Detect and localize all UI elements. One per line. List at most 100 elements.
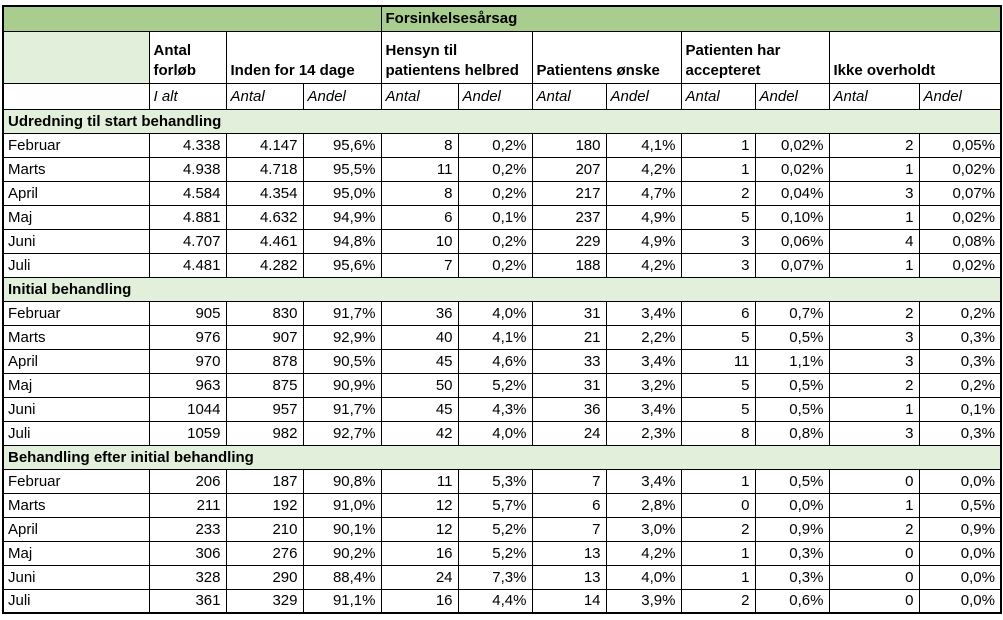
month-cell: Maj (2, 372, 150, 398)
table-row: Februar 206 187 90,8% 11 5,3% 7 3,4% 1 0,5% 0 0,0% (2, 468, 1002, 494)
value-cell: 233 (148, 516, 227, 542)
table-row: April 970 878 90,5% 45 4,6% 33 3,4% 11 1,1% 3 0,3% (2, 348, 1002, 374)
value-cell: 16 (380, 588, 459, 614)
sub-header: Andel (605, 82, 682, 110)
value-cell: 188 (531, 252, 607, 278)
month-cell: Juni (2, 396, 150, 422)
table-row: Marts 976 907 92,9% 40 4,1% 21 2,2% 5 0,5% 3 0,3% (2, 324, 1002, 350)
value-cell: 3,0% (605, 516, 682, 542)
value-cell: 4,3% (457, 396, 533, 422)
value-cell: 8 (380, 180, 459, 206)
value-cell: 3,4% (605, 468, 682, 494)
value-cell: 0,2% (457, 156, 533, 182)
value-cell: 91,7% (302, 396, 382, 422)
month-cell: April (2, 348, 150, 374)
value-cell: 5,7% (457, 492, 533, 518)
value-cell: 0,5% (754, 396, 830, 422)
value-cell: 0,0% (918, 468, 1002, 494)
table-row: Juni 1044 957 91,7% 45 4,3% 36 3,4% 5 0,5% 1 0,1% (2, 396, 1002, 422)
value-cell: 1 (828, 252, 920, 278)
value-cell: 4,9% (605, 204, 682, 230)
value-cell: 2,8% (605, 492, 682, 518)
value-cell: 4,0% (457, 300, 533, 326)
value-cell: 0,7% (754, 300, 830, 326)
value-cell: 95,0% (302, 180, 382, 206)
value-cell: 4,1% (457, 324, 533, 350)
value-cell: 12 (380, 492, 459, 518)
value-cell: 2,2% (605, 324, 682, 350)
value-cell: 0,5% (754, 372, 830, 398)
value-cell: 3 (828, 180, 920, 206)
value-cell: 24 (531, 420, 607, 446)
corner-cell (2, 30, 150, 84)
value-cell: 90,1% (302, 516, 382, 542)
value-cell: 0,5% (918, 492, 1002, 518)
table-header: Forsinkelsesårsag Antal forløb Inden for… (2, 5, 1002, 110)
table-row: Februar 4.338 4.147 95,6% 8 0,2% 180 4,1% 1 0,02%… (2, 132, 1002, 158)
value-cell: 6 (680, 300, 756, 326)
value-cell: 1 (680, 564, 756, 590)
value-cell: 5 (680, 324, 756, 350)
value-cell: 6 (380, 204, 459, 230)
value-cell: 1 (828, 156, 920, 182)
value-cell: 7 (380, 252, 459, 278)
value-cell: 0 (828, 588, 920, 614)
value-cell: 187 (225, 468, 304, 494)
value-cell: 4.632 (225, 204, 304, 230)
value-cell: 276 (225, 540, 304, 566)
value-cell: 0,0% (754, 492, 830, 518)
section-row: Behandling efter initial behandling (2, 444, 1002, 470)
value-cell: 0,0% (918, 564, 1002, 590)
title-row: Forsinkelsesårsag (2, 5, 1002, 32)
table-row: Juni 328 290 88,4% 24 7,3% 13 4,0% 1 0,3% 0 0,0% (2, 564, 1002, 590)
value-cell: 4.338 (148, 132, 227, 158)
value-cell: 10 (380, 228, 459, 254)
value-cell: 1 (680, 468, 756, 494)
value-cell: 1 (828, 204, 920, 230)
value-cell: 361 (148, 588, 227, 614)
sub-header: Andel (457, 82, 533, 110)
value-cell: 207 (531, 156, 607, 182)
title-row-spacer (2, 5, 382, 32)
value-cell: 4,0% (605, 564, 682, 590)
value-cell: 4.584 (148, 180, 227, 206)
sub-header: Antal (828, 82, 920, 110)
value-cell: 4,2% (605, 156, 682, 182)
section-header: Initial behandling (2, 276, 1002, 302)
value-cell: 0,10% (754, 204, 830, 230)
value-cell: 0,02% (918, 156, 1002, 182)
value-cell: 1,1% (754, 348, 830, 374)
value-cell: 0,08% (918, 228, 1002, 254)
value-cell: 4,6% (457, 348, 533, 374)
value-cell: 905 (148, 300, 227, 326)
value-cell: 91,7% (302, 300, 382, 326)
value-cell: 4,0% (457, 420, 533, 446)
table-title: Forsinkelsesårsag (380, 5, 1002, 32)
value-cell: 13 (531, 564, 607, 590)
value-cell: 976 (148, 324, 227, 350)
value-cell: 4.354 (225, 180, 304, 206)
table-row: Juni 4.707 4.461 94,8% 10 0,2% 229 4,9% 3 0,06% 4 0… (2, 228, 1002, 254)
col-group-inden-for-14-dage: Inden for 14 dage (225, 30, 382, 84)
value-cell: 4.718 (225, 156, 304, 182)
value-cell: 4.461 (225, 228, 304, 254)
value-cell: 88,4% (302, 564, 382, 590)
month-cell: Juli (2, 252, 150, 278)
value-cell: 1044 (148, 396, 227, 422)
value-cell: 0,02% (754, 132, 830, 158)
col-group-patienten-har-accepteret: Patienten har accepteret (680, 30, 830, 84)
value-cell: 0,3% (918, 420, 1002, 446)
value-cell: 4 (828, 228, 920, 254)
value-cell: 5,2% (457, 516, 533, 542)
value-cell: 0,3% (754, 564, 830, 590)
table-row: Maj 963 875 90,9% 50 5,2% 31 3,2% 5 0,5% 2 0,2% (2, 372, 1002, 398)
value-cell: 0 (828, 468, 920, 494)
value-cell: 982 (225, 420, 304, 446)
value-cell: 91,1% (302, 588, 382, 614)
table-row: April 4.584 4.354 95,0% 8 0,2% 217 4,7% 2 0,04% 3 0… (2, 180, 1002, 206)
table-row: Marts 211 192 91,0% 12 5,7% 6 2,8% 0 0,0% 1 0,5% (2, 492, 1002, 518)
sub-header: Antal (680, 82, 756, 110)
value-cell: 1 (828, 396, 920, 422)
value-cell: 206 (148, 468, 227, 494)
value-cell: 0,2% (918, 372, 1002, 398)
